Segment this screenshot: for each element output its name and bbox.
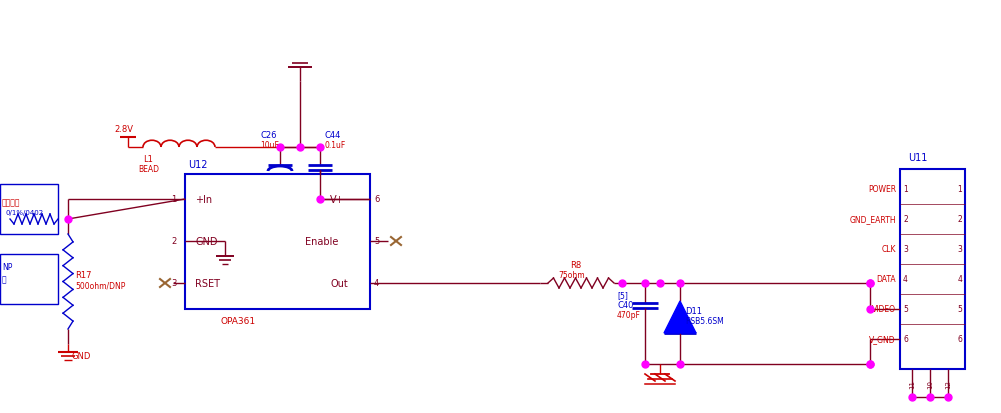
Text: Out: Out: [330, 278, 347, 288]
Text: 2.8V: 2.8V: [114, 125, 133, 134]
Text: U12: U12: [188, 159, 207, 170]
Text: 置: 置: [2, 275, 7, 284]
Text: 3: 3: [903, 245, 908, 254]
Text: 0/1%/0402: 0/1%/0402: [5, 209, 43, 216]
Text: NP: NP: [2, 263, 12, 272]
Text: 470pF: 470pF: [617, 311, 641, 320]
Polygon shape: [664, 301, 696, 333]
Text: 6: 6: [903, 335, 908, 344]
Text: 1: 1: [903, 185, 908, 194]
Text: CLK: CLK: [882, 245, 896, 254]
Text: BEAD: BEAD: [138, 164, 159, 173]
Bar: [900, 170, 965, 369]
Text: 电容位置: 电容位置: [2, 198, 20, 207]
Text: 1: 1: [171, 195, 176, 204]
Text: GND: GND: [71, 351, 90, 361]
Text: D11: D11: [685, 307, 702, 316]
Text: 12: 12: [945, 380, 951, 389]
Text: 2: 2: [957, 215, 962, 224]
Text: 1: 1: [957, 185, 962, 194]
Text: 5: 5: [374, 237, 379, 246]
Text: +In: +In: [195, 195, 212, 204]
Text: 2: 2: [171, 237, 176, 246]
Text: [5]: [5]: [617, 291, 628, 300]
Text: C44: C44: [324, 131, 340, 140]
Text: R8: R8: [570, 261, 582, 270]
Text: 2: 2: [903, 215, 908, 224]
Text: 4: 4: [903, 275, 908, 284]
Text: GND_EARTH: GND_EARTH: [850, 215, 896, 224]
Bar: [0, 254, 58, 304]
Text: 11: 11: [909, 380, 915, 389]
Bar: [0, 185, 58, 235]
Text: RSB5.6SM: RSB5.6SM: [685, 317, 724, 326]
Text: DATA: DATA: [876, 275, 896, 284]
Text: 75ohm: 75ohm: [558, 270, 585, 279]
Text: 10: 10: [927, 380, 933, 389]
Text: 3: 3: [957, 245, 962, 254]
Text: 4: 4: [957, 275, 962, 284]
Text: POWER: POWER: [868, 185, 896, 194]
Text: Enable: Enable: [305, 236, 338, 247]
Text: 0.1uF: 0.1uF: [324, 141, 345, 150]
Text: 10uF: 10uF: [260, 141, 279, 150]
Text: V_GND: V_GND: [870, 335, 896, 344]
Text: U11: U11: [908, 153, 927, 163]
Text: 6: 6: [374, 195, 379, 204]
Text: OPA361: OPA361: [220, 317, 255, 326]
Text: RSET: RSET: [195, 278, 220, 288]
Text: R17: R17: [75, 270, 91, 279]
Text: 500ohm/DNP: 500ohm/DNP: [75, 281, 125, 290]
Text: 5: 5: [903, 305, 908, 314]
Text: VIDEO: VIDEO: [872, 305, 896, 314]
Text: V+: V+: [330, 195, 344, 204]
Text: GND: GND: [195, 236, 217, 247]
Text: 5: 5: [957, 305, 962, 314]
Text: L1: L1: [143, 155, 153, 164]
Text: C26: C26: [260, 131, 276, 140]
Bar: [185, 175, 370, 309]
Text: 4: 4: [374, 279, 379, 288]
Text: 3: 3: [171, 279, 176, 288]
Text: 6: 6: [957, 335, 962, 344]
Text: C40: C40: [617, 301, 634, 310]
